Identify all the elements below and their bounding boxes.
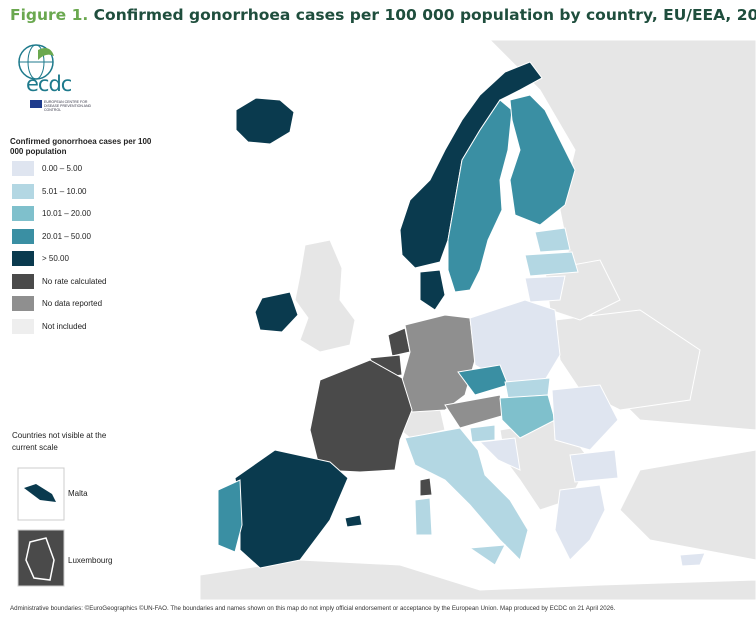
- country-portugal: [217, 479, 243, 553]
- legend-title: Confirmed gonorrhoea cases per 100 000 p…: [10, 137, 152, 156]
- globe-icon: [18, 44, 54, 80]
- ecdc-logo: ecdc EUROPEAN CENTRE FOR DISEASE PREVENT…: [12, 42, 102, 114]
- legend-swatch: [12, 206, 34, 221]
- legend-label: 20.01 – 50.00: [42, 231, 91, 241]
- legend-label: 10.01 – 20.00: [42, 209, 91, 218]
- country-germany: [401, 314, 476, 413]
- country-denmark: [419, 269, 446, 311]
- legend-label: 5.01 – 10.00: [42, 186, 87, 196]
- country-bulgaria: [569, 449, 619, 483]
- country-sicily: [468, 544, 506, 566]
- country-latvia: [524, 251, 579, 277]
- country-italy: [404, 427, 529, 561]
- logo-subtitle: EUROPEAN CENTRE FOR DISEASE PREVENTION A…: [44, 100, 92, 112]
- country-norway: [399, 61, 543, 269]
- country-hungary: [499, 394, 556, 439]
- legend-swatch: [12, 183, 34, 199]
- country-romania: [551, 384, 619, 451]
- eu-flag-icon: [30, 100, 42, 108]
- country-estonia: [534, 227, 571, 253]
- luxembourg-shape: [25, 537, 55, 581]
- malta-shape: [24, 484, 56, 502]
- legend-swatch: [12, 296, 34, 311]
- legend-swatch: [12, 273, 34, 289]
- legend-swatch: [12, 251, 34, 266]
- belarus-land: [544, 259, 621, 321]
- figure-title: Figure 1. Confirmed gonorrhoea cases per…: [10, 6, 756, 24]
- country-corsica: [419, 477, 433, 497]
- country-lithuania: [524, 275, 566, 303]
- figure-title-text: Confirmed gonorrhoea cases per 100 000 p…: [93, 6, 756, 24]
- footer-note: Administrative boundaries: ©EuroGeograph…: [10, 605, 616, 612]
- country-ireland: [254, 291, 299, 333]
- country-croatia: [478, 437, 521, 471]
- figure-number: Figure 1.: [10, 6, 89, 24]
- legend-label: 0.00 – 5.00: [42, 164, 83, 173]
- country-sweden: [447, 99, 513, 293]
- legend-swatch: [12, 161, 34, 176]
- non-eu-land: [199, 39, 756, 601]
- legend-swatch: [12, 318, 34, 334]
- country-france: [309, 359, 413, 473]
- uk-land: [294, 239, 356, 353]
- legend-label: Not included: [42, 321, 87, 331]
- map-legend: Confirmed gonorrhoea cases per 100 000 p…: [10, 137, 180, 334]
- legend-label: No data reported: [42, 299, 103, 308]
- legend-label: > 50.00: [42, 254, 69, 263]
- north-africa-land: [199, 559, 756, 601]
- country-spain: [234, 449, 349, 569]
- malta-inset-frame: [17, 467, 65, 521]
- country-greece: [554, 484, 606, 561]
- ukraine-land: [554, 309, 701, 411]
- not-visible-heading: Countries not visible at the current sca…: [12, 431, 107, 452]
- country-balearics: [344, 514, 363, 528]
- legend-label: No rate calculated: [42, 276, 107, 286]
- country-slovenia: [469, 424, 496, 443]
- eu-countries: [217, 61, 706, 569]
- luxembourg-label: Luxembourg: [68, 556, 113, 565]
- legend-swatch: [12, 228, 34, 244]
- country-iceland: [235, 97, 295, 145]
- country-finland: [509, 94, 576, 226]
- turkey-land: [619, 449, 756, 561]
- logo-wordmark: ecdc: [26, 72, 72, 96]
- country-cyprus: [679, 552, 706, 567]
- country-sardinia: [414, 497, 433, 536]
- malta-label: Malta: [68, 489, 88, 498]
